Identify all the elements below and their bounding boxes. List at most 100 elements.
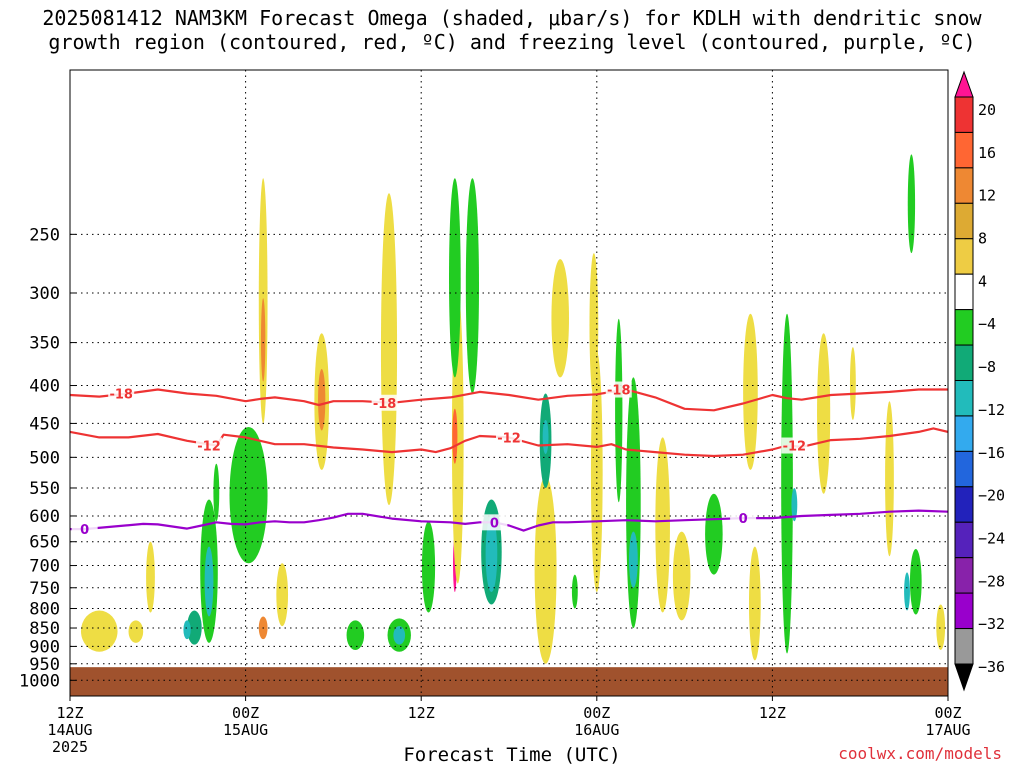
omega-cell [817, 333, 831, 494]
colorbar-label: −16 [978, 444, 1005, 462]
colorbar-legend: 20 16 12 8 4 −4 −8 −12 −16 −20 −24 −28 −32 −36 [954, 70, 1005, 692]
colorbar-segment [954, 380, 974, 417]
contour-label-bg [730, 510, 757, 527]
colorbar-segment [954, 521, 974, 559]
colorbar-label: −28 [978, 572, 1005, 590]
omega-cell [393, 626, 406, 645]
omega-cell [80, 610, 118, 652]
omega-cell [705, 493, 723, 575]
contour-label: 0 [80, 523, 89, 538]
omega-shading-layer [80, 154, 946, 664]
y-tick-label: 600 [29, 507, 60, 527]
y-tick-label: 400 [29, 377, 60, 397]
colorbar-segment [954, 592, 974, 630]
colorbar-label: −36 [978, 658, 1005, 676]
omega-cell [449, 178, 461, 378]
contour-label: 0 [490, 516, 499, 531]
colorbar-label: 20 [978, 101, 996, 119]
y-tick-label: 350 [29, 334, 60, 354]
omega-cell [904, 572, 910, 611]
x-tick-label: 14AUG [47, 721, 92, 739]
x-axis-title: Forecast Time (UTC) [403, 744, 621, 766]
y-tick-label: 800 [29, 600, 60, 620]
colorbar-label: 12 [978, 187, 996, 205]
omega-cell [551, 259, 569, 378]
colorbar-segment [954, 309, 974, 346]
terrain-layer [70, 667, 948, 696]
contour-label: -12 [783, 440, 807, 455]
omega-cell [229, 426, 268, 564]
colorbar-segment [954, 415, 974, 452]
x-tick-label: 12Z [56, 704, 83, 722]
omega-cell [849, 347, 856, 420]
omega-cell [791, 487, 798, 522]
omega-cell [628, 531, 638, 588]
omega-cell [626, 377, 641, 629]
omega-cell [183, 620, 191, 640]
colorbar-label: 16 [978, 144, 996, 162]
y-tick-label: 300 [29, 284, 60, 304]
omega-cell [748, 546, 761, 661]
omega-cell [213, 463, 220, 522]
y-tick-label: 250 [29, 225, 60, 245]
x-tick-label: 12Z [759, 704, 786, 722]
colorbar-segment [954, 131, 974, 169]
x-tick-label: 15AUG [223, 721, 268, 739]
contour-label: 0 [739, 512, 748, 527]
omega-cell [615, 318, 623, 503]
colorbar-segment [954, 450, 974, 488]
chart-title-line-2: growth region (contoured, red, ºC) and f… [48, 30, 976, 54]
colorbar-label: 4 [978, 272, 987, 290]
contour-label-bg [496, 429, 522, 446]
y-axis-ticks: 2503003504004505005506006507007508008509… [19, 225, 76, 691]
x-tick-label: 00Z [232, 704, 259, 722]
omega-cell [204, 546, 214, 617]
colorbar-label: −4 [978, 315, 996, 333]
omega-cell [485, 515, 498, 593]
omega-cell [452, 408, 458, 464]
y-tick-label: 950 [29, 655, 60, 675]
colorbar-segment [954, 238, 974, 275]
y-tick-label: 750 [29, 579, 60, 599]
omega-cell [907, 154, 916, 254]
contour-label-bg [781, 437, 808, 454]
colorbar-segment [954, 486, 974, 523]
y-tick-label: 850 [29, 619, 60, 639]
colorbar-segment [954, 202, 974, 240]
colorbar-max-triangle [954, 70, 974, 98]
colorbar-label: −12 [978, 401, 1005, 419]
y-tick-label: 500 [29, 448, 60, 468]
omega-cell [318, 369, 326, 431]
colorbar-segment [954, 96, 974, 133]
x-tick-label: 16AUG [574, 721, 619, 739]
y-tick-label: 550 [29, 479, 60, 499]
y-tick-label: 1000 [19, 671, 60, 691]
colorbar-segment [954, 273, 974, 311]
contour-label: -18 [373, 397, 397, 412]
x-tick-label: 00Z [583, 704, 610, 722]
y-tick-label: 900 [29, 637, 60, 657]
colorbar-label: −32 [978, 615, 1005, 633]
omega-cell [542, 419, 549, 455]
omega-cell [128, 620, 144, 643]
omega-cell [465, 178, 480, 394]
omega-cell [276, 563, 289, 627]
omega-cell [909, 549, 922, 615]
y-tick-label: 450 [29, 414, 60, 434]
contour-label-bg [108, 385, 135, 402]
colorbar-label: −24 [978, 529, 1005, 547]
contour-label-bg [481, 514, 508, 531]
omega-cell [380, 193, 398, 506]
colorbar-segment [954, 167, 974, 204]
colorbar-label: −8 [978, 358, 996, 376]
y-tick-label: 700 [29, 557, 60, 577]
contour-label-bg [371, 394, 398, 411]
contour-label: -18 [607, 384, 631, 399]
plot-frame [69, 69, 949, 697]
omega-cell [260, 298, 266, 382]
omega-cell [534, 476, 557, 664]
colorbar-segment [954, 557, 974, 594]
colorbar-min-triangle [954, 663, 974, 692]
omega-cell [571, 574, 578, 609]
